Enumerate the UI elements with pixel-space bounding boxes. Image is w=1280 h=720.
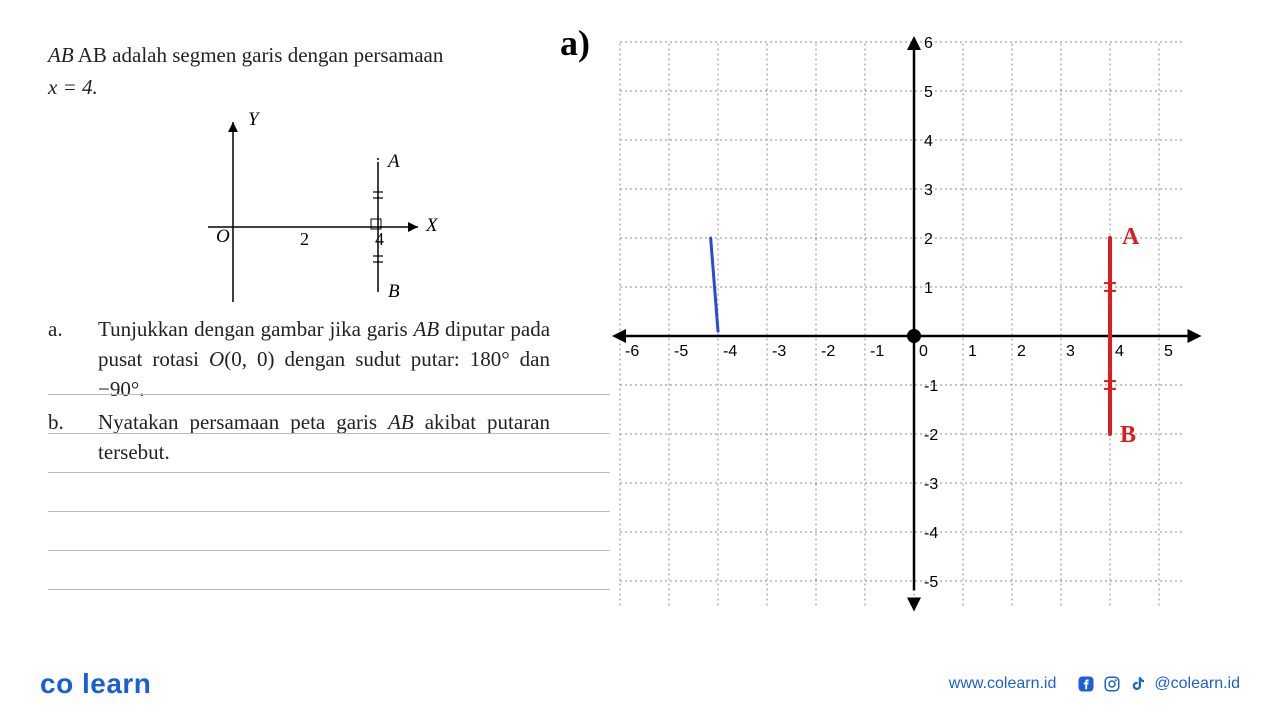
svg-text:-5: -5 (924, 574, 938, 591)
social-handle-text: @colearn.id (1154, 675, 1240, 693)
problem-panel: A B AB adalah segmen garis dengan persama… (0, 0, 570, 640)
brand-logo: co learn (40, 668, 151, 700)
svg-text:A: A (386, 151, 400, 172)
svg-text:2: 2 (1017, 343, 1026, 360)
svg-text:-1: -1 (924, 378, 938, 395)
svg-text:-4: -4 (723, 343, 737, 360)
svg-text:X: X (425, 215, 438, 236)
svg-text:-4: -4 (924, 525, 938, 542)
svg-text:-6: -6 (625, 343, 639, 360)
website-url: www.colearn.id (949, 675, 1057, 693)
tiktok-icon (1128, 674, 1148, 694)
svg-text:0: 0 (919, 343, 928, 360)
svg-text:-3: -3 (924, 476, 938, 493)
svg-text:-5: -5 (674, 343, 688, 360)
svg-text:A: A (1122, 224, 1140, 250)
svg-text:-3: -3 (772, 343, 786, 360)
svg-text:5: 5 (924, 84, 933, 101)
svg-text:1: 1 (968, 343, 977, 360)
svg-text:B: B (388, 281, 400, 302)
small-xy-diagram: O Y X 2 4 A B (178, 107, 438, 307)
facebook-icon (1076, 674, 1096, 694)
svg-text:4: 4 (1115, 343, 1124, 360)
svg-text:B: B (1120, 422, 1136, 448)
ruled-lines (48, 394, 610, 628)
svg-text:O: O (216, 226, 230, 247)
svg-text:-2: -2 (821, 343, 835, 360)
svg-text:6: 6 (924, 35, 933, 52)
solution-panel: a) -6-5-4-3-2-1012345-5-4-3-2-1123456AB (570, 0, 1280, 640)
part-label: a) (560, 22, 590, 64)
svg-text:1: 1 (924, 280, 933, 297)
social-handles: @colearn.id (1076, 674, 1240, 694)
svg-text:3: 3 (924, 182, 933, 199)
svg-text:-1: -1 (870, 343, 884, 360)
svg-text:-2: -2 (924, 427, 938, 444)
footer: co learn www.colearn.id @colearn.id (0, 668, 1280, 700)
svg-text:2: 2 (924, 231, 933, 248)
svg-text:5: 5 (1164, 343, 1173, 360)
intro-text-2: x = 4. (48, 75, 98, 99)
svg-text:2: 2 (300, 229, 309, 249)
intro-text-1: AB adalah segmen garis dengan persamaan (78, 43, 444, 67)
question-a: a. Tunjukkan dengan gambar jika garis AB… (48, 315, 550, 404)
svg-text:4: 4 (924, 133, 933, 150)
problem-intro: AB AB adalah segmen garis dengan persama… (48, 40, 550, 103)
svg-text:3: 3 (1066, 343, 1075, 360)
instagram-icon (1102, 674, 1122, 694)
coordinate-grid-chart: -6 -5 -4 -3 -2 -1 0 1 2 3 4 5 -5 -4 -3 -2 -1 1 2 3 4 5 6 A B (610, 32, 1220, 642)
svg-text:4: 4 (375, 229, 384, 249)
svg-text:Y: Y (248, 109, 261, 130)
